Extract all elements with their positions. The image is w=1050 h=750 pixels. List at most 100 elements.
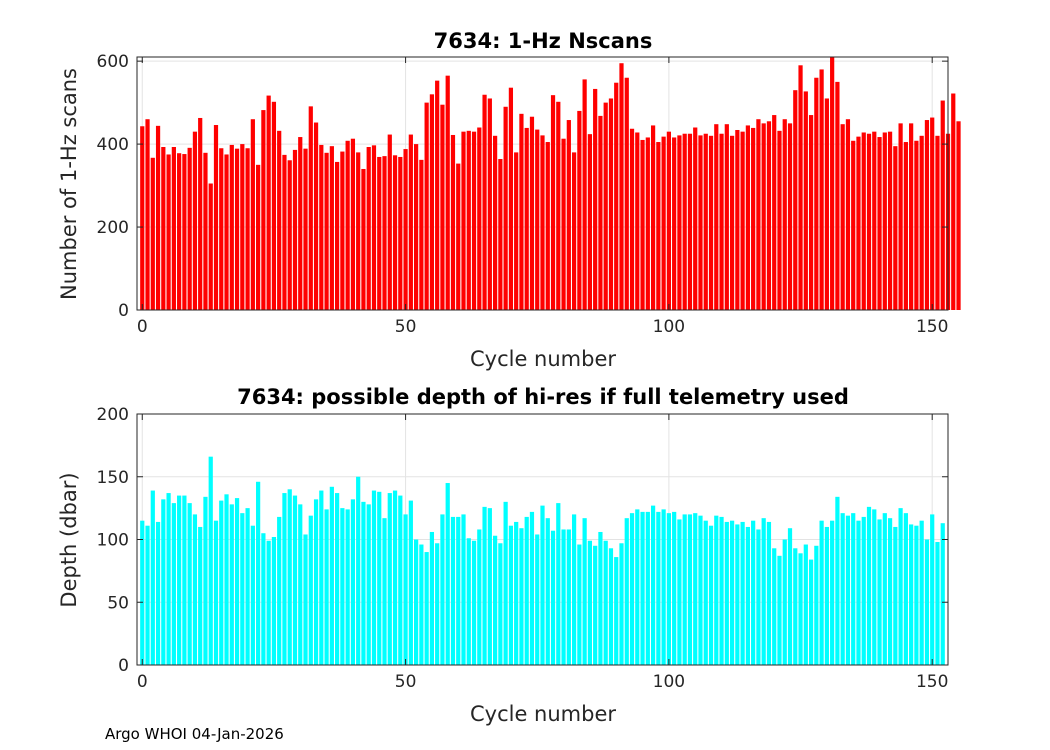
depth-bar: [335, 493, 340, 665]
depth-bar: [408, 500, 413, 665]
depth-bar: [840, 513, 845, 665]
nscans-x-tick-label: 150: [916, 317, 948, 337]
depth-bar: [893, 526, 898, 665]
depth-bar: [324, 509, 329, 665]
depth-bar: [571, 514, 577, 665]
depth-bar: [919, 520, 924, 665]
nscans-bar: [234, 148, 240, 310]
depth-x-tick-label: 0: [137, 672, 148, 692]
depth-bar: [772, 548, 777, 665]
depth-bar: [782, 539, 787, 665]
depth-bar: [445, 483, 450, 665]
depth-bar: [798, 553, 803, 665]
nscans-bar: [782, 119, 787, 311]
nscans-bar: [208, 183, 213, 310]
depth-bar: [624, 518, 629, 665]
depth-bar: [777, 555, 782, 665]
depth-bar: [371, 490, 377, 665]
nscans-bar: [793, 90, 798, 310]
depth-bar: [614, 557, 619, 665]
depth-bar: [851, 513, 856, 665]
nscans-y-tick-label: 600: [97, 52, 129, 72]
depth-bar: [240, 513, 245, 665]
nscans-bar: [824, 98, 829, 311]
depth-bar: [282, 493, 287, 665]
nscans-bar: [645, 137, 650, 310]
nscans-bar: [840, 124, 845, 311]
depth-bar: [708, 525, 714, 665]
nscans-bar: [192, 131, 198, 310]
nscans-bar: [766, 121, 772, 310]
nscans-bar: [187, 147, 192, 310]
depth-bar: [924, 539, 930, 665]
depth-bar: [356, 476, 361, 665]
depth-bar: [171, 503, 176, 665]
nscans-bar: [345, 140, 350, 310]
depth-bar: [577, 544, 582, 665]
depth-bar: [466, 538, 471, 665]
nscans-bar: [866, 133, 872, 310]
depth-bar: [756, 529, 761, 665]
depth-bar: [245, 508, 250, 665]
depth-bar: [198, 526, 203, 665]
depth-bar: [166, 493, 171, 665]
nscans-bar: [624, 77, 629, 310]
nscans-bar: [161, 147, 166, 310]
nscans-bar: [714, 124, 719, 311]
depth-bar: [277, 516, 282, 665]
depth-bar: [787, 528, 793, 665]
nscans-bar: [313, 122, 319, 310]
depth-bar: [177, 495, 182, 665]
depth-y-tick-label: 200: [97, 405, 129, 425]
depth-bar: [703, 520, 708, 665]
nscans-y-ticks: 0 200 400 600: [97, 52, 948, 321]
nscans-y-tick-label: 400: [97, 135, 129, 155]
depth-bar: [471, 540, 477, 665]
depth-bar: [150, 490, 155, 665]
depth-bar: [550, 530, 556, 665]
depth-bar: [424, 552, 429, 665]
nscans-bar: [808, 115, 814, 310]
nscans-bar: [719, 133, 724, 310]
nscans-bar: [335, 161, 340, 310]
depth-bar: [145, 525, 150, 665]
nscans-bar: [240, 144, 245, 310]
depth-bar: [287, 489, 292, 665]
nscans-bar: [693, 127, 698, 310]
nscans-bar: [814, 77, 819, 310]
depth-bar: [456, 516, 461, 665]
nscans-bar: [387, 134, 392, 310]
depth-bar: [914, 525, 919, 665]
depth-y-tick-label: 50: [107, 593, 129, 613]
nscans-bar: [250, 119, 255, 311]
depth-bar: [909, 524, 914, 665]
nscans-bar: [461, 131, 466, 310]
nscans-bar: [914, 140, 919, 310]
nscans-bar: [898, 123, 903, 310]
depth-bar: [751, 520, 756, 665]
nscans-bar: [745, 125, 750, 311]
depth-bar: [319, 490, 324, 665]
depth-title: 7634: possible depth of hi-res if full t…: [237, 385, 849, 409]
nscans-bar: [877, 137, 882, 310]
depth-bar: [845, 515, 851, 665]
nscans-bar: [308, 106, 313, 310]
depth-bar: [435, 543, 440, 665]
depth-bar: [377, 491, 382, 665]
depth-bar: [745, 526, 750, 665]
depth-x-label: Cycle number: [470, 702, 616, 726]
depth-bar: [661, 509, 666, 665]
nscans-bar: [261, 110, 266, 310]
nscans-bar: [303, 148, 308, 310]
depth-bar: [192, 514, 198, 665]
nscans-bar: [256, 164, 261, 310]
nscans-bar: [751, 127, 756, 311]
depth-bar: [935, 542, 940, 665]
nscans-bar: [672, 137, 677, 310]
depth-bar: [640, 511, 645, 665]
nscans-bar: [845, 119, 851, 311]
nscans-bar: [587, 134, 593, 310]
nscans-bar: [772, 115, 777, 310]
nscans-bar: [756, 119, 761, 311]
